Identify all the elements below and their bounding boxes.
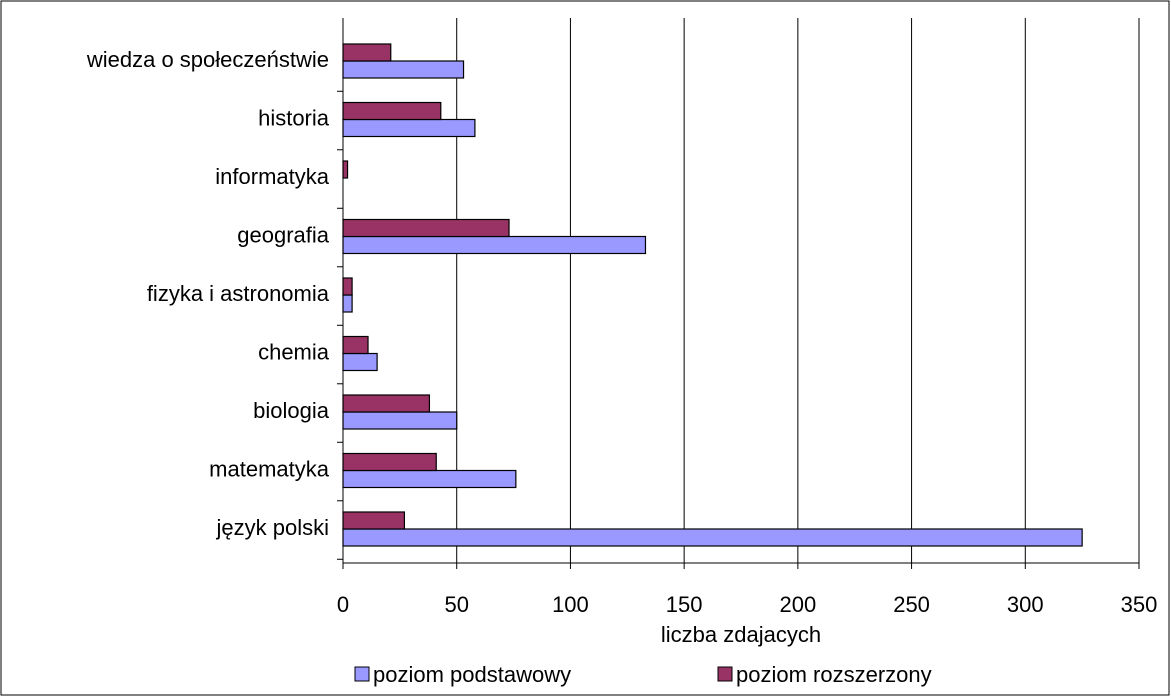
x-axis-label: liczba zdajacych [661, 622, 821, 647]
x-tick-label: 300 [1007, 592, 1044, 617]
x-tick-label: 100 [552, 592, 589, 617]
y-tick-label: wiedza o społeczeństwie [86, 47, 329, 72]
y-tick-label: geografia [237, 222, 330, 247]
bar [342, 118, 476, 138]
y-tick-label: informatyka [215, 164, 329, 189]
y-tick-label: chemia [258, 339, 330, 364]
y-tick-label: historia [258, 105, 330, 130]
legend-label: poziom rozszerzony [736, 662, 932, 687]
y-tick-label: fizyka i astronomia [147, 281, 330, 306]
bar [342, 511, 406, 530]
bar [342, 101, 442, 121]
bar [342, 43, 392, 62]
bar [342, 335, 369, 355]
x-tick-label: 50 [444, 592, 468, 617]
legend-swatch [354, 666, 370, 682]
x-tick-label: 200 [779, 592, 816, 617]
bar [342, 469, 517, 489]
legend-swatch [717, 666, 733, 682]
x-tick-label: 350 [1121, 592, 1158, 617]
legend-label: poziom podstawowy [373, 662, 571, 687]
x-tick-label: 150 [666, 592, 703, 617]
bar [342, 411, 458, 430]
bar [342, 277, 353, 296]
bar [342, 218, 510, 238]
bar [342, 452, 437, 472]
x-tick-label: 0 [337, 592, 349, 617]
bar [342, 352, 378, 372]
bar [342, 60, 465, 79]
bar [342, 394, 431, 413]
bar [342, 235, 647, 255]
y-tick-label: język polski [216, 515, 329, 540]
y-tick-label: matematyka [209, 456, 330, 481]
bar [342, 528, 1083, 547]
bar [342, 294, 353, 313]
x-tick-label: 250 [893, 592, 930, 617]
bar [342, 160, 349, 179]
y-tick-label: biologia [253, 398, 330, 423]
